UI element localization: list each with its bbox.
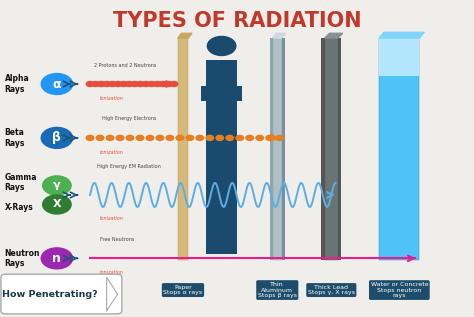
Circle shape <box>154 81 161 87</box>
Text: Thick Lead
Stops γ, X rays: Thick Lead Stops γ, X rays <box>308 285 355 295</box>
Circle shape <box>126 135 134 140</box>
Circle shape <box>246 135 254 140</box>
Text: Water or Concrete
Stops neutron
rays: Water or Concrete Stops neutron rays <box>371 282 428 298</box>
FancyBboxPatch shape <box>338 38 341 260</box>
Circle shape <box>226 135 234 140</box>
FancyBboxPatch shape <box>1 274 122 314</box>
Text: γ: γ <box>53 180 61 191</box>
Text: High Energy EM Radiation: High Energy EM Radiation <box>97 164 161 169</box>
Circle shape <box>86 81 94 87</box>
Text: 2 Protons and 2 Neutrons: 2 Protons and 2 Neutrons <box>94 62 157 68</box>
Circle shape <box>236 135 244 140</box>
FancyBboxPatch shape <box>270 38 273 260</box>
Circle shape <box>196 135 204 140</box>
Circle shape <box>176 135 183 140</box>
Text: X-Rays: X-Rays <box>5 203 34 212</box>
Circle shape <box>136 135 144 140</box>
Circle shape <box>116 135 124 140</box>
Circle shape <box>41 248 73 269</box>
Text: Neutron
Rays: Neutron Rays <box>5 249 40 268</box>
FancyBboxPatch shape <box>178 38 188 260</box>
Circle shape <box>114 81 122 87</box>
FancyBboxPatch shape <box>321 38 325 260</box>
Text: High Energy Electrons: High Energy Electrons <box>102 116 156 121</box>
Circle shape <box>106 135 114 140</box>
Circle shape <box>186 135 194 140</box>
Text: How Penetrating?: How Penetrating? <box>2 290 98 299</box>
FancyBboxPatch shape <box>273 38 282 260</box>
Circle shape <box>164 81 172 87</box>
Circle shape <box>96 135 104 140</box>
Circle shape <box>86 135 94 140</box>
Text: Thin
Aluminum
Stops β rays: Thin Aluminum Stops β rays <box>258 282 297 298</box>
Circle shape <box>159 81 166 87</box>
Circle shape <box>137 81 144 87</box>
Text: Ionization: Ionization <box>100 96 123 101</box>
Circle shape <box>92 81 100 87</box>
Circle shape <box>98 81 105 87</box>
Text: β: β <box>53 131 61 145</box>
FancyBboxPatch shape <box>206 60 237 254</box>
Circle shape <box>266 135 273 140</box>
Circle shape <box>276 135 283 140</box>
FancyBboxPatch shape <box>201 86 242 101</box>
Text: α: α <box>53 77 61 91</box>
Polygon shape <box>178 33 192 38</box>
FancyBboxPatch shape <box>379 38 419 260</box>
FancyBboxPatch shape <box>379 38 419 76</box>
Circle shape <box>148 81 155 87</box>
Text: Ionization: Ionization <box>100 150 123 155</box>
FancyBboxPatch shape <box>325 38 338 260</box>
Circle shape <box>120 81 128 87</box>
Circle shape <box>256 135 264 140</box>
Circle shape <box>103 81 110 87</box>
Text: X: X <box>53 199 61 210</box>
FancyBboxPatch shape <box>282 38 285 260</box>
Text: Ionization: Ionization <box>100 270 123 275</box>
Circle shape <box>43 176 71 195</box>
Circle shape <box>126 81 133 87</box>
Text: Gamma
Rays: Gamma Rays <box>5 172 37 192</box>
Circle shape <box>41 127 73 148</box>
Circle shape <box>43 195 71 214</box>
Circle shape <box>156 135 164 140</box>
Polygon shape <box>379 32 424 38</box>
Polygon shape <box>107 277 118 311</box>
Text: Alpha
Rays: Alpha Rays <box>5 74 29 94</box>
Circle shape <box>216 135 224 140</box>
Circle shape <box>146 135 154 140</box>
Circle shape <box>206 135 214 140</box>
Text: TYPES OF RADIATION: TYPES OF RADIATION <box>113 11 361 31</box>
Polygon shape <box>273 33 286 38</box>
Circle shape <box>170 81 178 87</box>
Circle shape <box>41 74 73 94</box>
Text: Free Neutrons: Free Neutrons <box>100 237 135 242</box>
Text: Beta
Rays: Beta Rays <box>5 128 25 148</box>
Circle shape <box>166 135 173 140</box>
Text: n: n <box>53 252 61 265</box>
Circle shape <box>109 81 116 87</box>
Polygon shape <box>325 33 343 38</box>
Circle shape <box>142 81 150 87</box>
Text: Ionization: Ionization <box>100 216 123 221</box>
Circle shape <box>131 81 138 87</box>
Circle shape <box>207 36 236 55</box>
Text: Paper
Stops α rays: Paper Stops α rays <box>164 285 202 295</box>
